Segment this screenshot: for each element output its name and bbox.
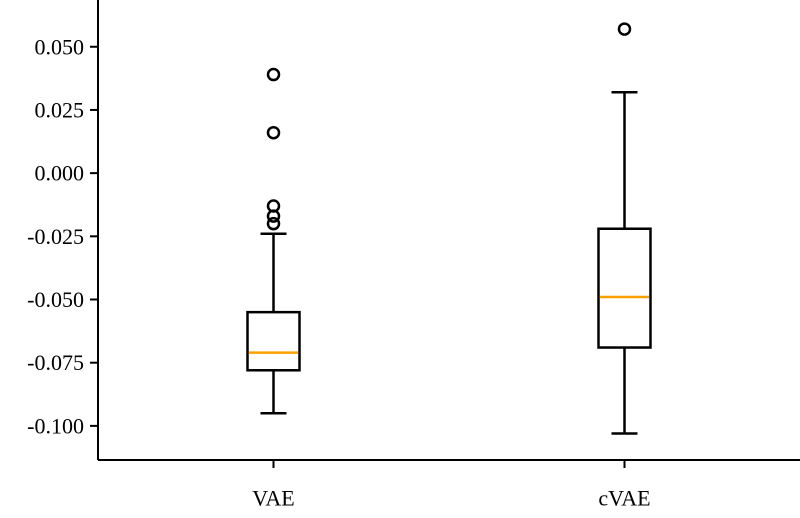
outlier-point: [266, 216, 281, 231]
y-axis-ticks: 0.050 0.025 0.000 -0.025 -0.050 -0.075 -0.100: [27, 34, 98, 438]
axes: [97, 0, 800, 461]
outlier-point: [617, 22, 632, 36]
y-tick-label: -0.025: [27, 224, 84, 249]
y-tick-label: -0.075: [27, 350, 84, 375]
y-tick-label: -0.050: [27, 287, 84, 312]
box-cvae: [597, 22, 652, 435]
x-tick-label: cVAE: [598, 486, 650, 511]
boxes: [246, 22, 652, 435]
y-tick-label: -0.100: [27, 413, 84, 438]
y-tick-label: 0.000: [35, 161, 85, 186]
x-axis-ticks: VAE cVAE: [252, 460, 651, 511]
outlier-point: [266, 67, 281, 82]
outlier-point: [266, 209, 281, 223]
y-tick-label: 0.050: [35, 34, 85, 59]
y-tick-label: 0.025: [35, 97, 85, 122]
outlier-point: [266, 125, 281, 140]
iqr-box: [246, 310, 301, 372]
iqr-box: [597, 227, 652, 349]
box-vae: [246, 67, 301, 415]
x-tick-label: VAE: [252, 486, 294, 511]
